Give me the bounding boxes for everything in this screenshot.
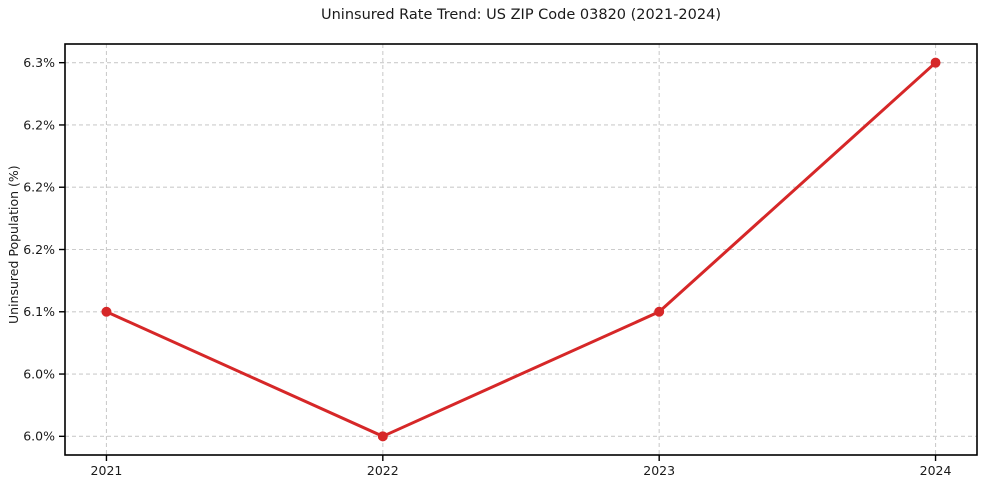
y-tick-label: 6.0%: [23, 429, 55, 444]
chart-title: Uninsured Rate Trend: US ZIP Code 03820 …: [321, 7, 721, 23]
data-point-marker: [101, 306, 112, 317]
x-tick-label: 2022: [367, 463, 399, 478]
x-tick-label: 2023: [643, 463, 675, 478]
y-tick-label: 6.2%: [23, 117, 55, 132]
y-tick-label: 6.0%: [23, 366, 55, 381]
x-tick-label: 2024: [920, 463, 952, 478]
y-tick-label: 6.3%: [23, 55, 55, 70]
data-point-marker: [377, 431, 388, 442]
trend-line: [104, 61, 938, 438]
data-point-marker: [654, 306, 665, 317]
x-tick-label: 2021: [91, 463, 123, 478]
y-tick-label: 6.1%: [23, 304, 55, 319]
data-point-marker: [930, 57, 941, 68]
y-tick-label: 6.2%: [23, 180, 55, 195]
y-tick-label: 6.2%: [23, 242, 55, 257]
